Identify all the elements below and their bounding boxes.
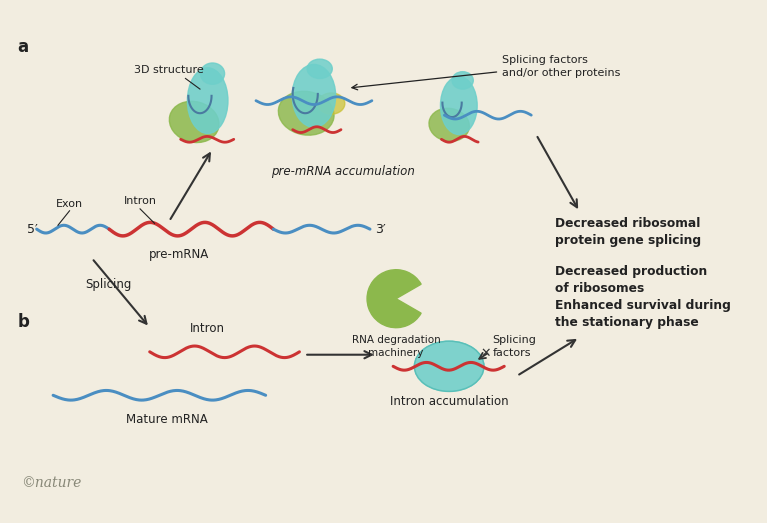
Text: Intron: Intron — [123, 196, 156, 206]
Text: Intron accumulation: Intron accumulation — [390, 395, 509, 408]
Text: Splicing
factors: Splicing factors — [492, 335, 536, 358]
Text: Splicing: Splicing — [85, 278, 131, 291]
Ellipse shape — [414, 341, 484, 391]
Text: RNA degradation
machinery: RNA degradation machinery — [351, 335, 440, 358]
Text: b: b — [18, 313, 29, 331]
Text: pre-mRNA: pre-mRNA — [149, 248, 209, 262]
Ellipse shape — [452, 72, 473, 89]
Ellipse shape — [170, 101, 219, 143]
Ellipse shape — [318, 93, 345, 114]
Text: Decreased production
of ribosomes: Decreased production of ribosomes — [555, 265, 708, 295]
Ellipse shape — [429, 108, 469, 141]
Text: ✕: ✕ — [481, 347, 491, 360]
Ellipse shape — [200, 63, 225, 84]
Ellipse shape — [440, 76, 477, 134]
Text: Intron: Intron — [190, 322, 225, 335]
Text: a: a — [18, 38, 28, 56]
Ellipse shape — [278, 92, 334, 135]
Text: Enhanced survival during
the stationary phase: Enhanced survival during the stationary … — [555, 299, 731, 329]
Ellipse shape — [292, 64, 336, 127]
Ellipse shape — [187, 68, 228, 133]
Wedge shape — [367, 270, 421, 328]
Text: 5′: 5′ — [27, 223, 38, 236]
Ellipse shape — [307, 59, 332, 78]
Text: pre-mRNA accumulation: pre-mRNA accumulation — [271, 165, 415, 178]
Text: Exon: Exon — [56, 199, 83, 209]
Text: ©nature: ©nature — [21, 476, 81, 490]
Text: Mature mRNA: Mature mRNA — [126, 413, 207, 426]
Text: Splicing factors
and/or other proteins: Splicing factors and/or other proteins — [502, 55, 621, 78]
Text: 3D structure: 3D structure — [134, 64, 204, 75]
Text: Decreased ribosomal
protein gene splicing: Decreased ribosomal protein gene splicin… — [555, 217, 702, 247]
Text: 3′: 3′ — [375, 223, 386, 236]
